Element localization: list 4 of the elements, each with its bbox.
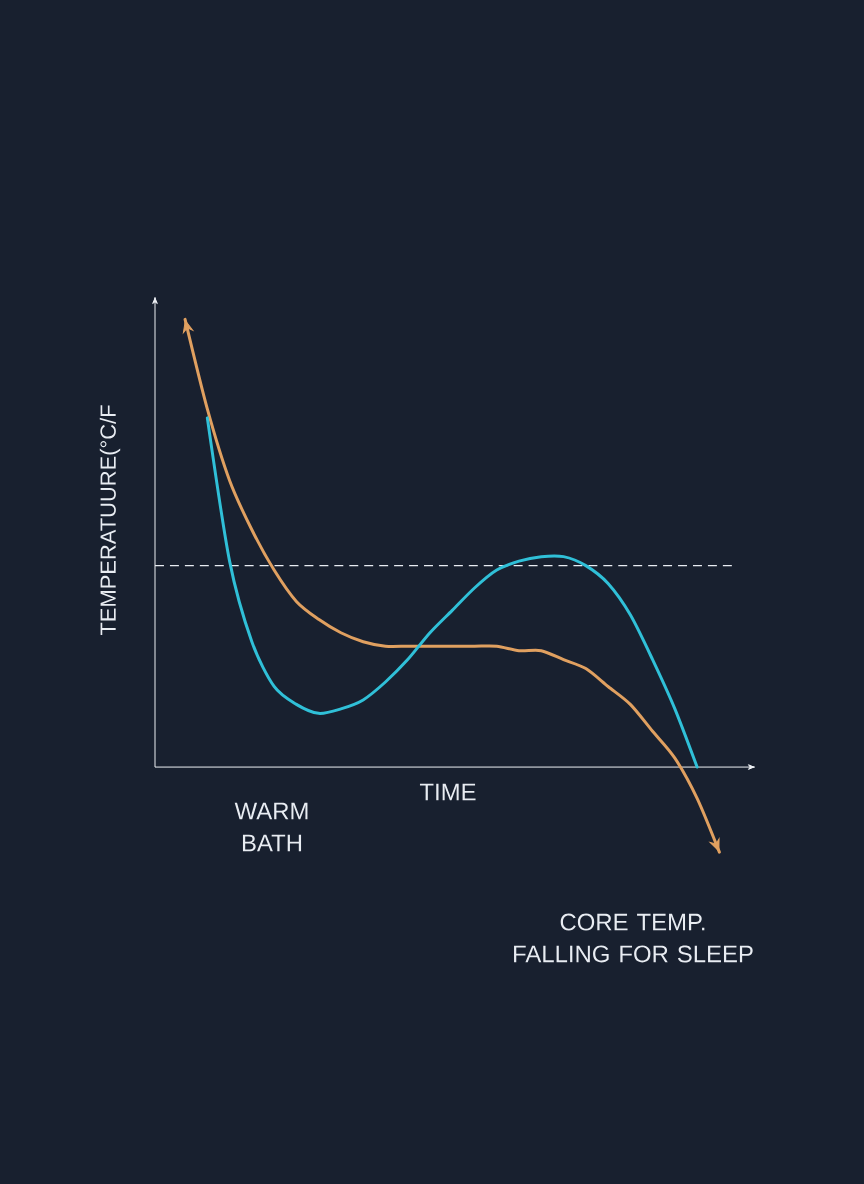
annotation: WARM BATH xyxy=(234,802,308,852)
y-axis-title: TEMPERATUURE(°C/F xyxy=(99,405,121,636)
x-axis-title: TIME xyxy=(419,783,476,801)
text: CORE TEMP. FALLING FOR SLEEP xyxy=(514,913,753,963)
